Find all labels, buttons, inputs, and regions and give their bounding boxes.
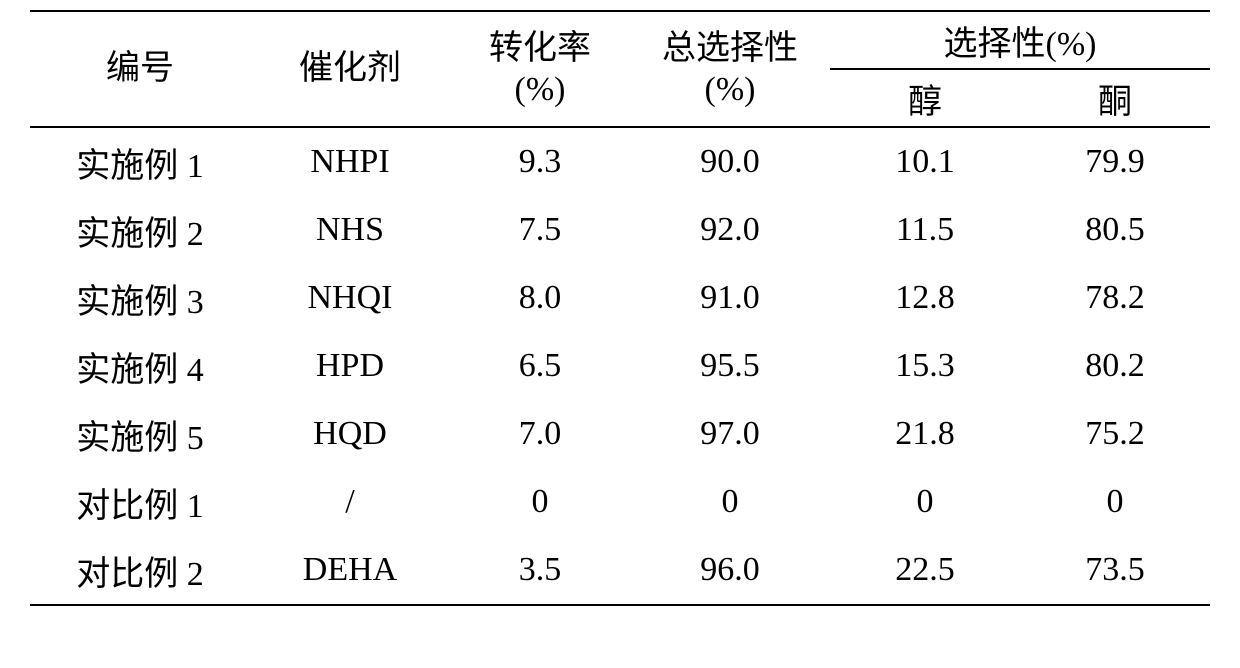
cell-sel-ketone: 80.2 [1020,332,1210,400]
table-head: 编号 催化剂 转化率 (%) 总选择性 (%) 选择性(%) 醇 酮 [30,11,1210,127]
cell-conversion: 9.3 [450,127,630,196]
cell-sel-alcohol: 10.1 [830,127,1020,196]
col-header-selectivity-span: 选择性(%) [830,11,1210,69]
col-header-conversion-line1: 转化率 [450,21,630,70]
col-header-totsel-line1: 总选择性 [630,21,830,70]
cell-id: 实施例 4 [30,332,250,400]
cell-sel-ketone: 79.9 [1020,127,1210,196]
cell-sel-alcohol: 15.3 [830,332,1020,400]
cell-sel-alcohol: 12.8 [830,264,1020,332]
cell-sel-ketone: 0 [1020,468,1210,536]
cell-catalyst: DEHA [250,536,450,605]
col-header-total-selectivity: 总选择性 (%) [630,11,830,127]
cell-catalyst: / [250,468,450,536]
data-table: 编号 催化剂 转化率 (%) 总选择性 (%) 选择性(%) 醇 酮 实施例 1 [30,10,1210,606]
table-row: 对比例 2 DEHA 3.5 96.0 22.5 73.5 [30,536,1210,605]
table-row: 实施例 2 NHS 7.5 92.0 11.5 80.5 [30,196,1210,264]
col-header-catalyst: 催化剂 [250,11,450,127]
col-subheader-ketone: 酮 [1020,69,1210,127]
cell-sel-alcohol: 0 [830,468,1020,536]
cell-catalyst: NHQI [250,264,450,332]
cell-id: 实施例 2 [30,196,250,264]
cell-id: 实施例 5 [30,400,250,468]
col-header-conversion: 转化率 (%) [450,11,630,127]
cell-totsel: 92.0 [630,196,830,264]
cell-totsel: 95.5 [630,332,830,400]
cell-conversion: 6.5 [450,332,630,400]
cell-catalyst: HQD [250,400,450,468]
cell-catalyst: NHS [250,196,450,264]
table-row: 实施例 3 NHQI 8.0 91.0 12.8 78.2 [30,264,1210,332]
cell-conversion: 7.5 [450,196,630,264]
cell-catalyst: HPD [250,332,450,400]
table-row: 实施例 4 HPD 6.5 95.5 15.3 80.2 [30,332,1210,400]
table-row: 实施例 5 HQD 7.0 97.0 21.8 75.2 [30,400,1210,468]
cell-sel-alcohol: 21.8 [830,400,1020,468]
cell-sel-alcohol: 22.5 [830,536,1020,605]
table: 编号 催化剂 转化率 (%) 总选择性 (%) 选择性(%) 醇 酮 实施例 1 [30,10,1210,606]
cell-catalyst: NHPI [250,127,450,196]
cell-conversion: 0 [450,468,630,536]
cell-id: 对比例 2 [30,536,250,605]
cell-id: 对比例 1 [30,468,250,536]
cell-totsel: 96.0 [630,536,830,605]
cell-totsel: 91.0 [630,264,830,332]
cell-sel-ketone: 73.5 [1020,536,1210,605]
cell-conversion: 7.0 [450,400,630,468]
cell-sel-ketone: 75.2 [1020,400,1210,468]
col-header-totsel-line2: (%) [630,70,830,117]
cell-totsel: 90.0 [630,127,830,196]
cell-sel-alcohol: 11.5 [830,196,1020,264]
cell-sel-ketone: 78.2 [1020,264,1210,332]
header-row-1: 编号 催化剂 转化率 (%) 总选择性 (%) 选择性(%) [30,11,1210,69]
col-header-id: 编号 [30,11,250,127]
col-subheader-alcohol: 醇 [830,69,1020,127]
cell-conversion: 8.0 [450,264,630,332]
cell-conversion: 3.5 [450,536,630,605]
cell-id: 实施例 1 [30,127,250,196]
col-header-conversion-line2: (%) [450,70,630,117]
table-row: 对比例 1 / 0 0 0 0 [30,468,1210,536]
cell-sel-ketone: 80.5 [1020,196,1210,264]
cell-totsel: 97.0 [630,400,830,468]
cell-id: 实施例 3 [30,264,250,332]
cell-totsel: 0 [630,468,830,536]
table-row: 实施例 1 NHPI 9.3 90.0 10.1 79.9 [30,127,1210,196]
table-body: 实施例 1 NHPI 9.3 90.0 10.1 79.9 实施例 2 NHS … [30,127,1210,605]
